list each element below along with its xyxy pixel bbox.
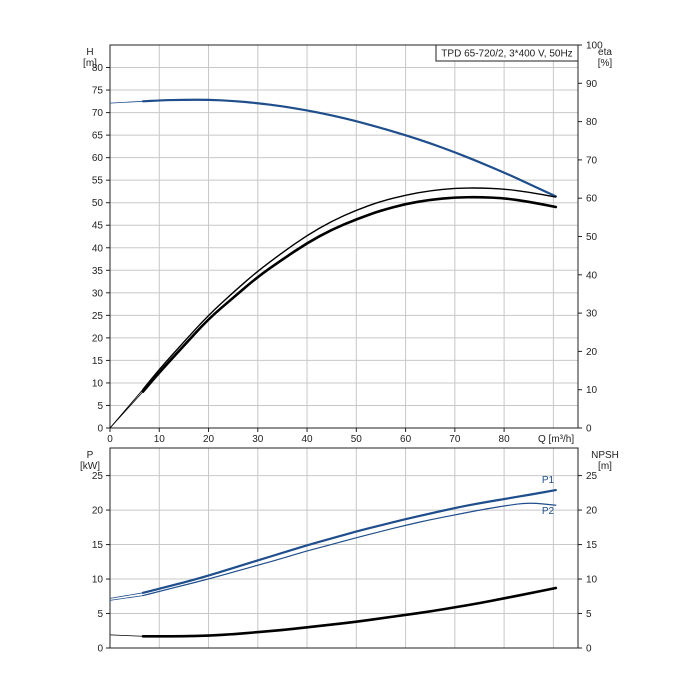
y-right-tick-label: 70 xyxy=(586,155,598,166)
plot-frame xyxy=(109,44,579,429)
y-left-tick-label: 30 xyxy=(92,288,104,299)
chart-title-box: TPD 65-720/2, 3*400 V, 50Hz xyxy=(435,44,579,62)
title-box-frame xyxy=(435,44,579,62)
series-line-2 xyxy=(141,586,558,638)
series-line-p1 xyxy=(141,488,557,594)
y-left-tick-label: 70 xyxy=(92,108,104,119)
y-right-axis-title: [m] xyxy=(598,461,612,472)
y-left-tick-label: 15 xyxy=(92,356,104,367)
series-lead-line xyxy=(109,634,144,637)
y-left-tick-label: 20 xyxy=(92,506,104,517)
x-tick-label: 40 xyxy=(301,434,313,445)
series-label-p2: P2 xyxy=(542,506,555,517)
series-lead-line xyxy=(109,389,144,429)
y-right-tick-label: 0 xyxy=(586,644,592,655)
y-left-tick-label: 80 xyxy=(92,63,104,74)
x-tick-label: 70 xyxy=(449,434,461,445)
y-left-tick-label: 25 xyxy=(92,311,104,322)
y-right-tick-label: 40 xyxy=(586,270,598,281)
y-left-tick-label: 5 xyxy=(97,401,103,412)
series-line-0 xyxy=(141,98,557,198)
y-left-tick-label: 45 xyxy=(92,221,104,232)
grid xyxy=(110,448,578,648)
series-lead-line xyxy=(109,100,144,104)
y-right-axis-title: NPSH xyxy=(591,450,619,461)
y-left-tick-label: 35 xyxy=(92,266,104,277)
y-right-tick-label: 10 xyxy=(586,385,598,396)
y-left-tick-label: 10 xyxy=(92,575,104,586)
y-left-axis-title: H xyxy=(86,47,93,58)
y-right-tick-label: 100 xyxy=(586,41,603,52)
x-tick-label: 80 xyxy=(499,434,511,445)
y-right-tick-label: 20 xyxy=(586,506,598,517)
x-tick-label: 0 xyxy=(107,434,113,445)
x-tick-label: 10 xyxy=(154,434,166,445)
series-label-p1: P1 xyxy=(542,475,555,486)
y-left-axis-title: [kW] xyxy=(80,461,100,472)
y-left-tick-label: 15 xyxy=(92,540,104,551)
y-right-axis-title: eta xyxy=(598,47,612,58)
head-efficiency-panel: 0 5 10 15 20 25 30 35 40 45 50 55 60 65 70 75 80 0 10 20 30 4… xyxy=(83,41,612,446)
plot-frame xyxy=(109,447,579,649)
series-line-2 xyxy=(142,187,557,391)
y-left-tick-label: 75 xyxy=(92,86,104,97)
series-line-p2 xyxy=(142,502,557,597)
y-left-tick-label: 0 xyxy=(97,644,103,655)
y-left-tick-label: 55 xyxy=(92,176,104,187)
y-left-tick-label: 20 xyxy=(92,333,104,344)
y-right-tick-label: 80 xyxy=(586,117,598,128)
y-right-tick-label: 20 xyxy=(586,347,598,358)
y-right-tick-label: 0 xyxy=(586,424,592,435)
x-tick-label: 50 xyxy=(351,434,363,445)
y-left-tick-label: 5 xyxy=(97,609,103,620)
y-left-tick-label: 50 xyxy=(92,198,104,209)
series-lead-line xyxy=(109,595,144,601)
y-right-tick-label: 10 xyxy=(586,575,598,586)
x-tick-label: 30 xyxy=(252,434,264,445)
y-left-tick-label: 0 xyxy=(97,424,103,435)
y-left-axis-title: P xyxy=(87,450,94,461)
x-axis-title: Q [m³/h] xyxy=(538,434,574,445)
y-left-axis-title: [m] xyxy=(83,58,97,69)
power-npsh-panel: 0 5 10 15 20 25 0 5 10 15 20 25 P[kW] NPSH[m] P1 P2 xyxy=(80,447,619,655)
y-right-axis-title: [%] xyxy=(598,58,613,69)
y-left-tick-label: 60 xyxy=(92,153,104,164)
y-right-tick-label: 30 xyxy=(586,309,598,320)
y-left-tick-label: 25 xyxy=(92,471,104,482)
series-lead-line xyxy=(109,592,144,599)
y-right-tick-label: 5 xyxy=(586,609,592,620)
grid xyxy=(110,45,578,428)
y-right-tick-label: 25 xyxy=(586,471,598,482)
y-left-tick-label: 65 xyxy=(92,131,104,142)
y-right-tick-label: 60 xyxy=(586,194,598,205)
y-left-tick-label: 10 xyxy=(92,378,104,389)
chart-title: TPD 65-720/2, 3*400 V, 50Hz xyxy=(441,49,572,60)
y-right-tick-label: 15 xyxy=(586,540,598,551)
y-left-tick-label: 40 xyxy=(92,243,104,254)
x-tick-label: 20 xyxy=(203,434,215,445)
x-tick-label: 60 xyxy=(400,434,412,445)
y-right-tick-label: 50 xyxy=(586,232,598,243)
y-right-tick-label: 90 xyxy=(586,79,598,90)
series-line-1 xyxy=(141,195,558,393)
